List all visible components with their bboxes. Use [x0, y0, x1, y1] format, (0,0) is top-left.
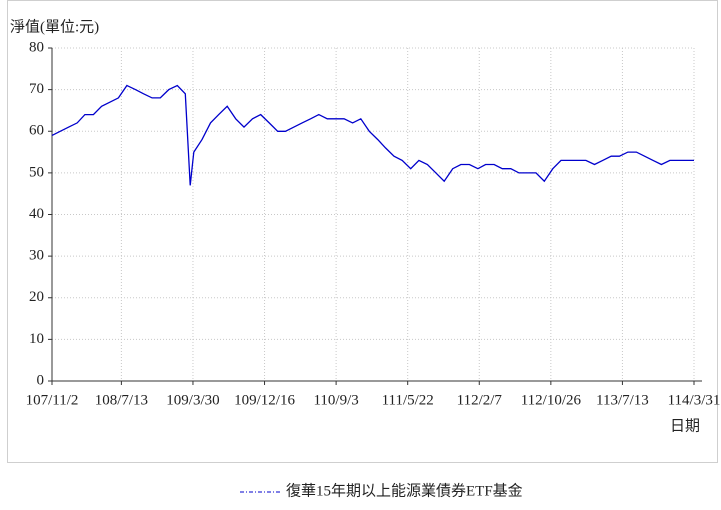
y-tick-label: 70 [29, 81, 44, 97]
x-tick-label: 109/3/30 [166, 392, 219, 408]
y-tick-label: 80 [29, 39, 44, 55]
legend-label: 復華15年期以上能源業債券ETF基金 [286, 482, 523, 499]
x-tick-label: 114/3/31 [668, 392, 721, 408]
x-axis-label: 日期 [670, 417, 700, 434]
y-tick-label: 20 [29, 289, 44, 305]
y-tick-label: 30 [29, 248, 44, 264]
x-tick-label: 109/12/16 [234, 392, 295, 408]
y-tick-label: 10 [29, 331, 44, 347]
chart-frame [7, 0, 718, 463]
x-tick-label: 112/10/26 [521, 392, 582, 408]
y-tick-label: 40 [29, 206, 44, 222]
y-tick-label: 60 [29, 123, 44, 139]
series-line [51, 84, 694, 186]
y-axis-label: 淨值(單位:元) [10, 18, 99, 35]
x-tick-label: 112/2/7 [457, 392, 503, 408]
y-tick-label: 0 [37, 372, 45, 388]
x-tick-label: 113/7/13 [596, 392, 649, 408]
x-tick-label: 110/9/3 [313, 392, 358, 408]
x-tick-label: 111/5/22 [382, 392, 434, 408]
x-tick-label: 107/11/2 [26, 392, 79, 408]
x-tick-label: 108/7/13 [95, 392, 148, 408]
y-tick-label: 50 [29, 164, 44, 180]
